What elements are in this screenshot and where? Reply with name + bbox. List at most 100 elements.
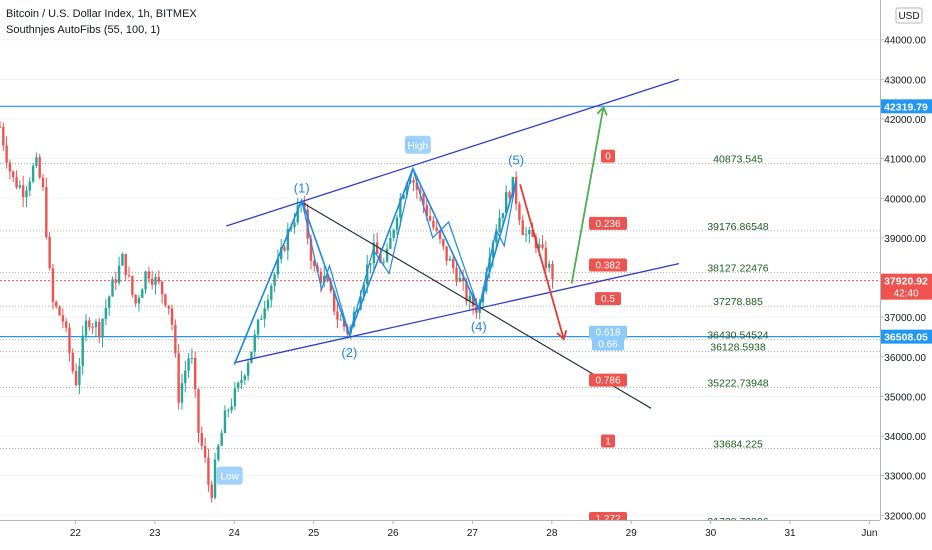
candle-body [5,145,8,163]
candle-body [190,357,194,359]
fib-ratio-label: 0.618 [595,328,620,339]
low-label: Low [220,472,239,483]
fib-value-label: 33684.225 [713,439,763,451]
candle-body [332,290,336,312]
candle-body [31,165,35,182]
candle-body [94,321,98,328]
candle-body [491,242,495,258]
candle-body [141,289,144,298]
bullish-projection-arrow[interactable] [570,106,605,284]
candle-body [399,198,402,218]
time-axis[interactable]: 22 23 24 25 26 27 28 29 30 31 Jun [0,520,880,550]
price-tag-bg [881,329,932,344]
candle-body [359,296,362,310]
wave-label: (4) [471,319,487,334]
candle-body [233,388,237,407]
sub-wave-line [301,168,517,338]
candle-body [442,239,445,247]
candle-body [389,237,392,249]
candle-body [504,192,508,214]
indicator-title: Southnjes AutoFibs (55, 100, 1) [6,24,161,36]
candle-body [41,177,45,188]
candle-body [339,319,342,321]
candle-body [18,185,22,188]
candle-body [412,180,415,183]
candle-body [25,190,28,198]
candle-body [296,205,299,223]
candle-body [452,258,455,269]
candle-body [121,253,124,266]
channel-lower-line[interactable] [234,263,680,364]
candle-body [237,382,240,389]
price-tag-bg [881,273,932,300]
candle-body [319,271,323,283]
candle-body [0,126,2,128]
fib-ratio-badge [601,434,615,448]
candle-body [511,176,514,198]
candle-body [488,257,491,273]
symbol-title: Bitcoin / U.S. Dollar Index, 1h, BITMEX [6,8,197,20]
bullish-projection-arrow-head [596,105,608,116]
candle-body [455,268,458,282]
candle-body [180,383,184,403]
price-tick-label: 44000.00 [884,36,926,47]
price-tick-label: 35000.00 [884,392,926,403]
candle-body [326,275,329,282]
candle-body [45,187,48,237]
candle-body [200,433,204,447]
candle-body [114,279,117,283]
candle-body [71,352,74,372]
fib-ratio-badge [589,216,627,230]
candle-body [501,213,505,219]
candle-body [15,177,18,188]
candle-body [174,324,177,354]
time-tick-label: 24 [229,528,241,539]
currency-box[interactable] [895,7,923,24]
candle-body [240,379,243,383]
elliott-wave-line[interactable] [233,166,517,366]
candle-body [160,281,164,295]
candle-body [170,308,174,325]
fib-ratio-label: 1 [605,437,611,448]
candle-body [111,279,114,297]
candle-body [395,217,399,230]
candle-body [273,274,276,286]
fib-ratio-badge [601,149,615,163]
candle-body [217,445,220,460]
candle-body [104,307,108,320]
time-tick-label: 28 [546,528,558,539]
candle-body [286,228,290,251]
candle-body [2,127,5,146]
fib-ratio-label: 0.786 [595,376,620,387]
time-tick-label: 30 [705,528,717,539]
fib-ratio-badge [589,512,627,520]
time-tick-label: 22 [70,528,82,539]
candle-body [117,265,121,283]
price-tag-label: 42319.79 [884,101,928,113]
candle-body [263,308,266,319]
candle-body [362,284,366,297]
candle-body [147,271,151,279]
candle-body [134,294,137,304]
candle-body [458,277,462,282]
candle-body [547,263,551,268]
fib-ratio-label: 0.382 [595,260,620,271]
candle-body [366,264,369,285]
bearish-projection-arrow[interactable] [519,184,565,340]
fib-value-label: 38127.22476 [707,262,768,274]
currency-label: USD [898,11,919,22]
candle-body [356,309,359,312]
candle-body [448,258,452,261]
candle-body [8,162,12,172]
candle-body [336,311,339,320]
candle-body [137,297,141,304]
candle-body [81,335,84,366]
price-axis[interactable]: 44000.00 43000.00 42000.00 41000.00 40000.00… [880,0,932,550]
candle-body [280,247,283,260]
candle-body [508,192,511,198]
chart-legend: Bitcoin / U.S. Dollar Index, 1h, BITMEX … [6,6,197,38]
candle-body [131,275,134,295]
fib-ratio-label: 0 [605,152,611,163]
candle-body [385,248,389,262]
